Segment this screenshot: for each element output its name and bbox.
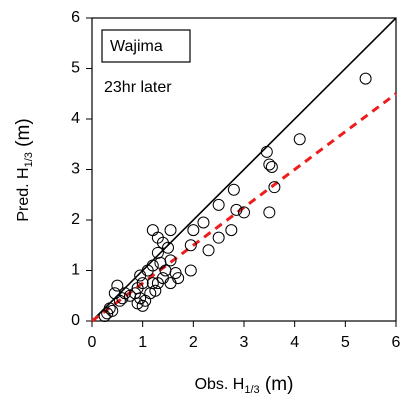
data-point <box>154 256 167 269</box>
data-point <box>184 264 197 277</box>
data-point <box>151 246 164 259</box>
station-label: Wajima <box>110 38 163 55</box>
y-label-unit: (m) <box>13 118 34 152</box>
x-tick-label: 1 <box>138 334 147 351</box>
data-point <box>164 277 177 290</box>
data-point <box>146 224 159 237</box>
data-point <box>151 277 164 290</box>
data-point <box>106 304 119 317</box>
data-point <box>212 231 225 244</box>
y-tick-label: 3 <box>71 161 80 178</box>
data-point <box>227 183 240 196</box>
data-point <box>111 279 124 292</box>
x-label-main: Obs. H <box>195 376 245 393</box>
data-point <box>202 244 215 257</box>
data-point <box>187 224 200 237</box>
data-point <box>225 224 238 237</box>
data-point <box>108 287 121 300</box>
x-tick-label: 3 <box>240 334 249 351</box>
data-point <box>263 206 276 219</box>
y-tick-label: 4 <box>71 110 80 127</box>
y-tick-label: 1 <box>71 262 80 279</box>
data-point <box>238 206 250 219</box>
data-point <box>260 145 273 158</box>
data-point <box>164 224 177 237</box>
data-point <box>197 216 210 229</box>
data-point <box>230 203 243 216</box>
data-point <box>118 287 131 300</box>
x-label-sub: 1/3 <box>244 384 259 396</box>
label-box <box>101 29 191 63</box>
x-tick-label: 2 <box>189 334 198 351</box>
y-tick-label: 5 <box>71 60 80 77</box>
y-tick-label: 2 <box>71 211 80 228</box>
data-point <box>131 297 144 310</box>
x-label-unit: (m) <box>260 374 294 395</box>
y-tick-label: 6 <box>71 9 80 26</box>
data-point <box>268 181 281 194</box>
x-tick-label: 4 <box>290 334 299 351</box>
y-axis-label: Pred. H1/3 (m) <box>13 118 35 221</box>
data-point <box>265 160 278 173</box>
x-tick-label: 6 <box>392 334 401 351</box>
data-point <box>212 198 225 211</box>
y-label-main: Pred. H <box>15 167 32 221</box>
x-tick-label: 5 <box>341 334 350 351</box>
data-point <box>134 269 147 282</box>
data-point <box>144 287 157 300</box>
data-point <box>263 158 276 171</box>
time-label: 23hr later <box>104 79 172 96</box>
data-point <box>293 133 306 146</box>
y-tick-label: 0 <box>71 312 80 329</box>
y-label-sub: 1/3 <box>23 152 35 167</box>
reference-line <box>91 17 397 322</box>
x-axis-label: Obs. H1/3 (m) <box>195 374 294 396</box>
x-tick-label: 0 <box>88 334 97 351</box>
data-point <box>359 72 372 85</box>
data-point <box>162 241 174 254</box>
data-point <box>184 239 197 252</box>
